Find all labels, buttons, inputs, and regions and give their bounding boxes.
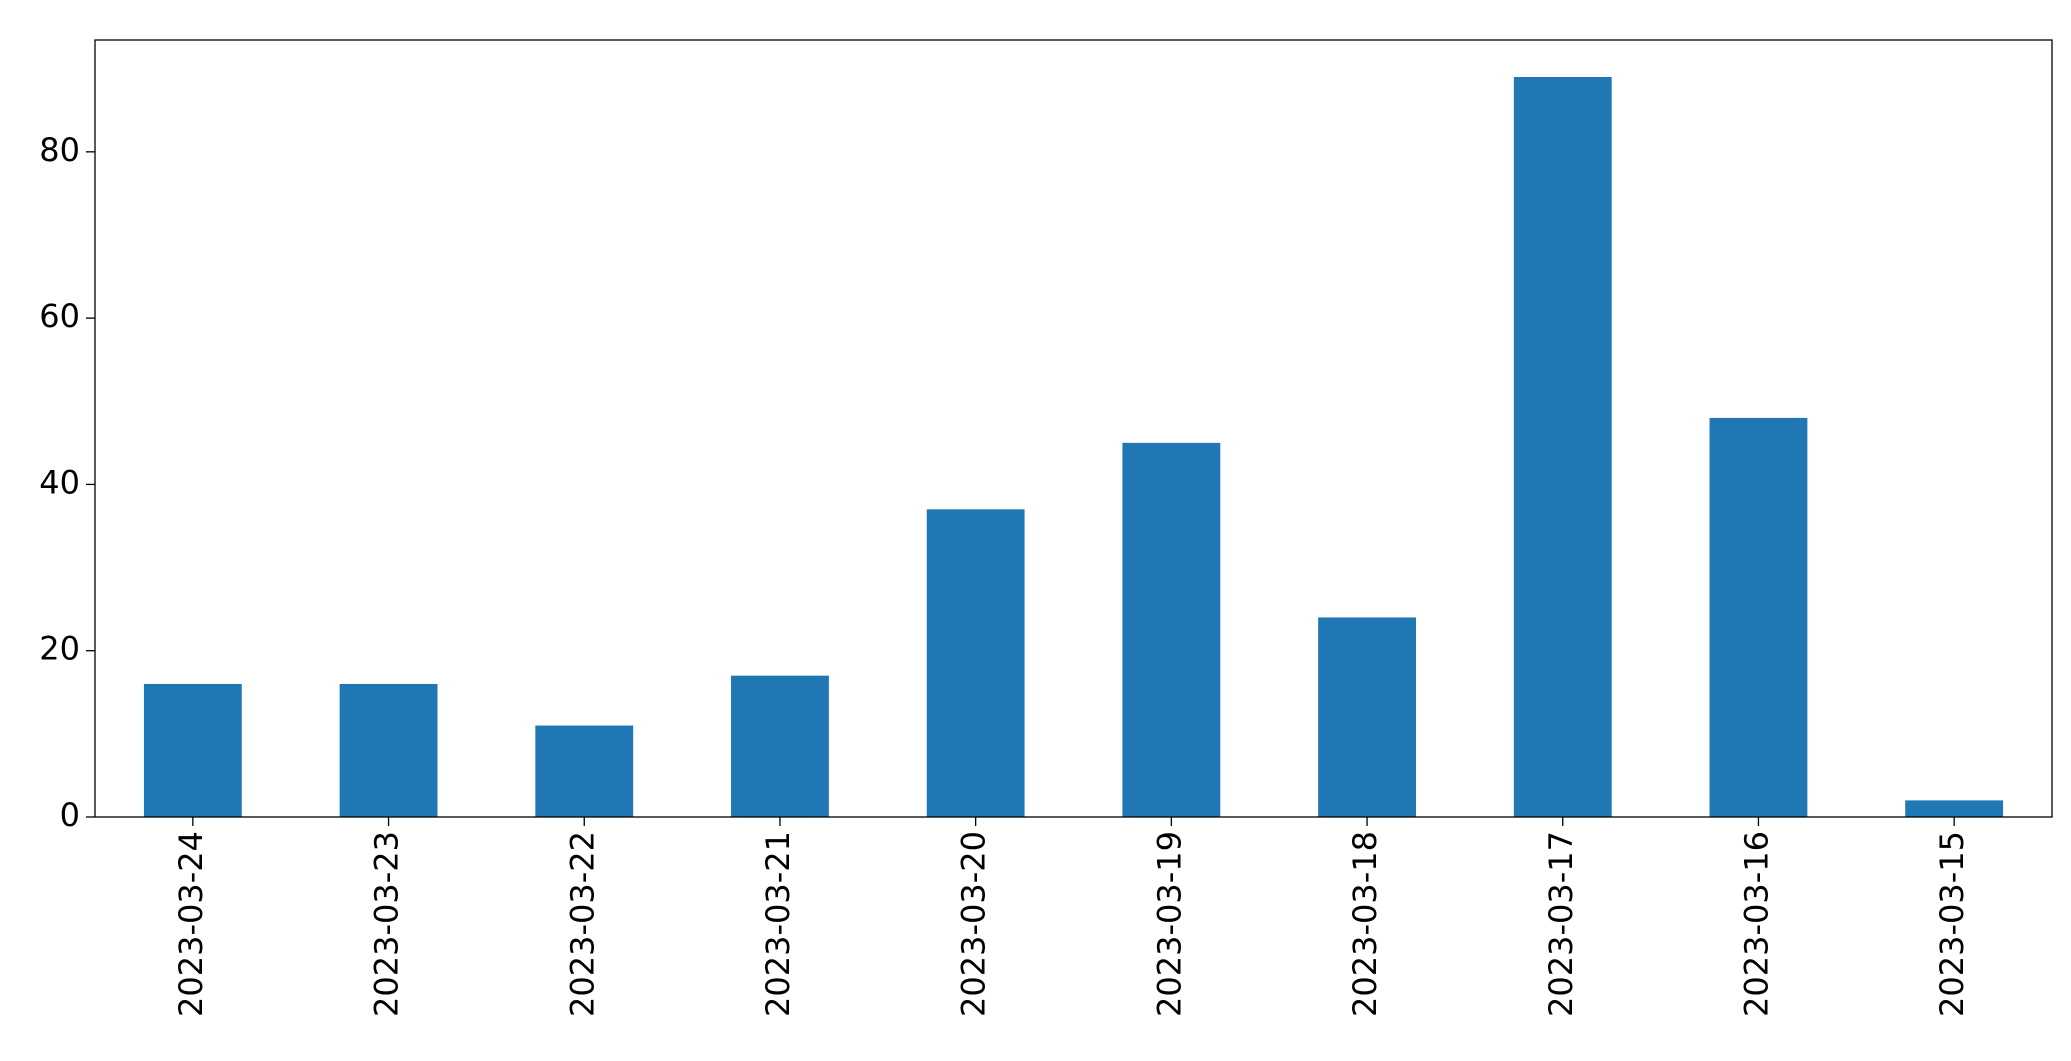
x-tick-label: 2023-03-19	[1150, 831, 1188, 1017]
y-tick-label: 80	[39, 131, 80, 169]
x-tick-label: 2023-03-24	[172, 831, 210, 1017]
bar	[1318, 617, 1416, 817]
x-tick-label: 2023-03-20	[955, 831, 993, 1017]
y-tick-label: 0	[60, 796, 80, 834]
bar	[926, 509, 1025, 817]
x-tick-label: 2023-03-17	[1542, 831, 1580, 1017]
x-tick-label: 2023-03-15	[1933, 831, 1971, 1017]
bar	[1513, 77, 1612, 817]
x-tick-label: 2023-03-21	[759, 831, 797, 1017]
x-tick-label: 2023-03-18	[1346, 831, 1384, 1017]
x-tick-label: 2023-03-23	[368, 831, 406, 1017]
bar	[1905, 800, 2004, 817]
y-tick-label: 20	[39, 630, 80, 668]
x-tick-label: 2023-03-22	[563, 831, 601, 1017]
y-tick-label: 60	[39, 297, 80, 335]
x-tick-label: 2023-03-16	[1737, 831, 1775, 1017]
bar	[731, 675, 829, 817]
bar	[143, 683, 242, 817]
bar	[1709, 417, 1808, 817]
plot-frame	[94, 39, 2053, 818]
bar	[1122, 442, 1221, 817]
y-tick-label: 40	[39, 463, 80, 501]
bar	[339, 683, 438, 817]
bar	[535, 725, 634, 817]
